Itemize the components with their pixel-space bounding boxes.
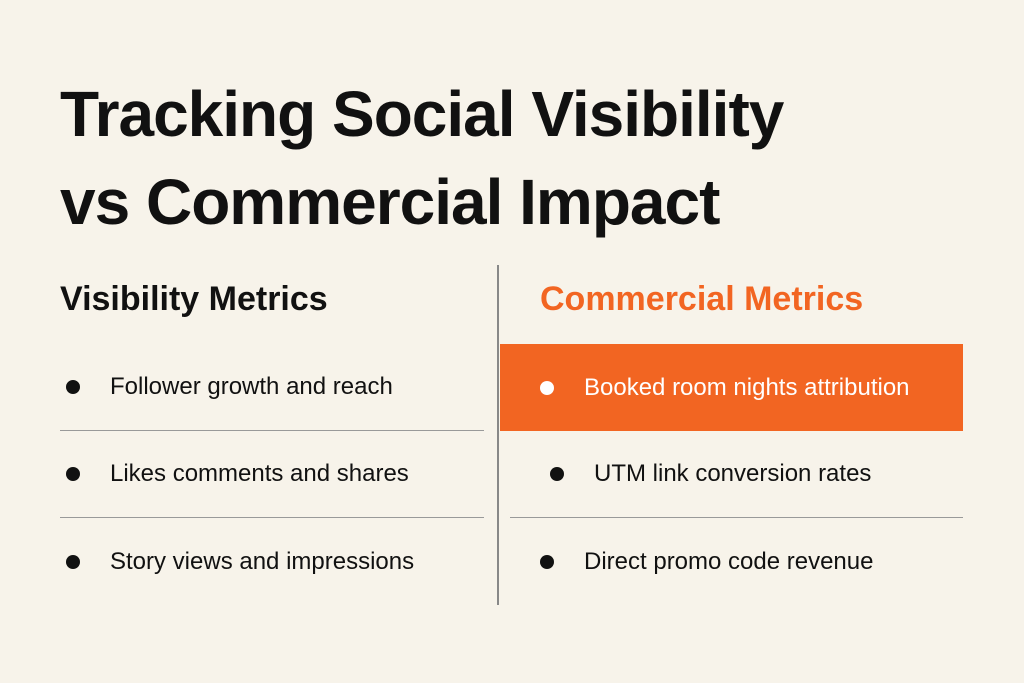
title: Tracking Social Visibility vs Commercial…	[60, 70, 784, 246]
metric: Story views and impressions	[110, 547, 415, 575]
metric: Likes comments and shares	[110, 460, 409, 487]
divider	[497, 265, 499, 605]
metric-row: Booked room nights attribution	[500, 344, 963, 431]
metric: Booked room nights attribution	[584, 373, 910, 401]
bullet	[66, 467, 80, 481]
bullet	[66, 380, 80, 394]
title-line: Tracking Social Visibility	[60, 78, 784, 150]
bullet	[540, 380, 554, 395]
bullet	[66, 554, 80, 569]
column-heading: Visibility Metrics	[60, 280, 328, 318]
commercial-column: Commercial Metrics Booked room nights at…	[500, 280, 963, 605]
metric-row: Story views and impressions	[60, 518, 484, 605]
column-heading: Commercial Metrics	[540, 280, 864, 318]
bullet	[540, 554, 554, 569]
visibility-column: Visibility Metrics Follower growth and r…	[60, 280, 484, 605]
metric-row: UTM link conversion rates	[510, 431, 963, 518]
title-line: vs Commercial Impact	[60, 166, 720, 238]
bullet	[550, 467, 564, 481]
metric: Direct promo code revenue	[584, 547, 874, 575]
metric: UTM link conversion rates	[594, 460, 872, 487]
metric-row: Direct promo code revenue	[500, 518, 963, 605]
metric: Follower growth and reach	[110, 373, 393, 400]
metric-row: Likes comments and shares	[60, 431, 484, 518]
metric-row: Follower growth and reach	[60, 344, 484, 431]
